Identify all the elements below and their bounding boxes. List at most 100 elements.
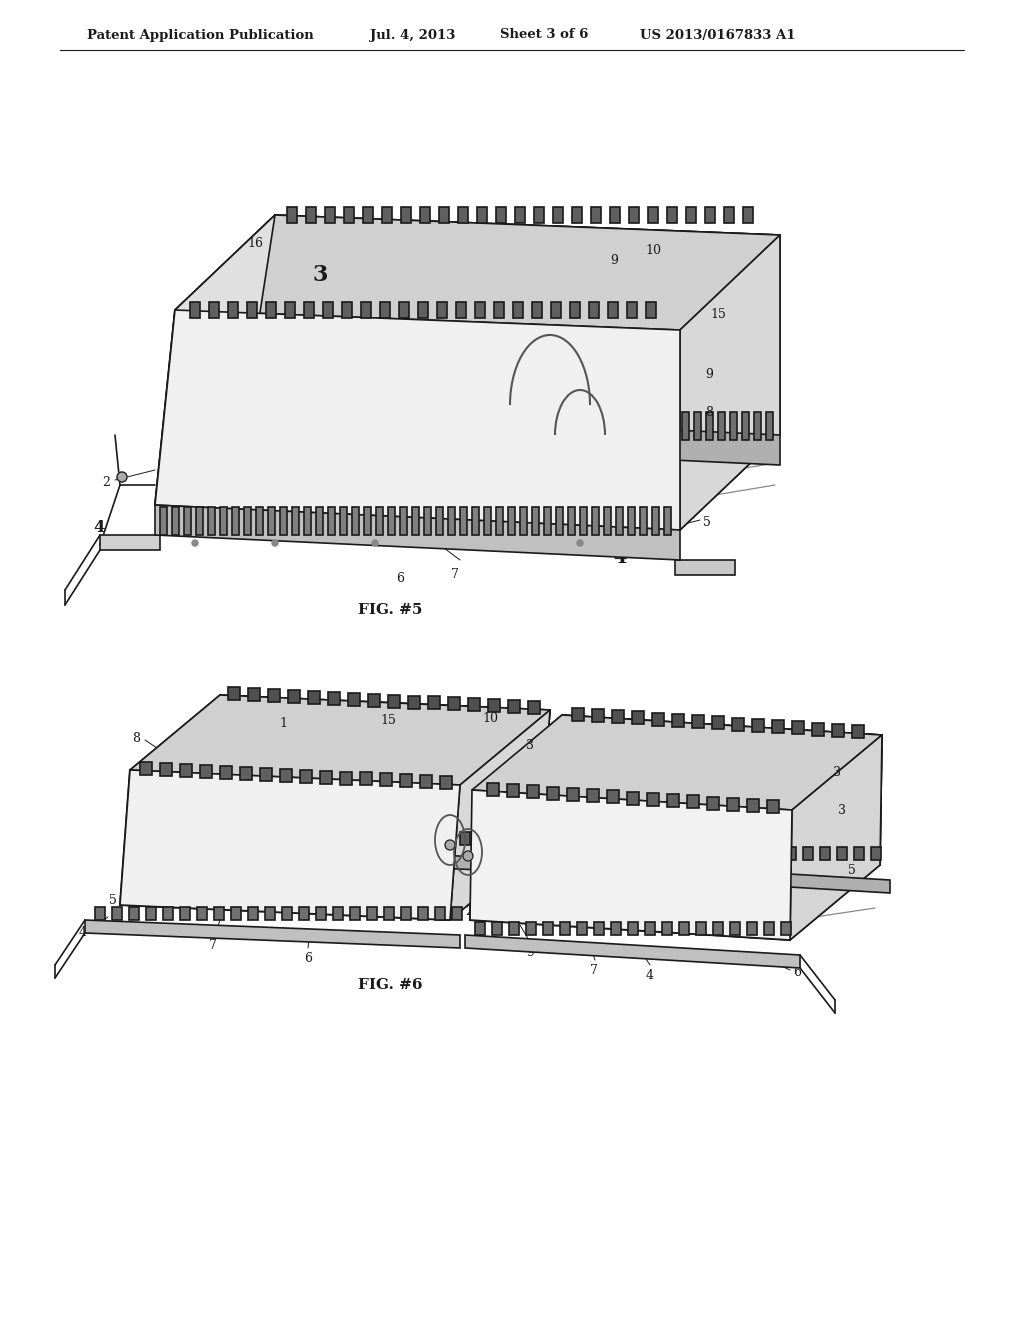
Polygon shape [340, 772, 352, 784]
Text: 9: 9 [705, 368, 713, 381]
Polygon shape [472, 715, 882, 810]
Polygon shape [622, 412, 629, 440]
Polygon shape [285, 302, 295, 318]
Polygon shape [287, 207, 297, 223]
Polygon shape [426, 832, 436, 845]
Polygon shape [766, 412, 773, 440]
Polygon shape [592, 709, 604, 722]
Circle shape [445, 840, 455, 850]
Polygon shape [401, 907, 411, 920]
Polygon shape [95, 907, 105, 920]
Text: 6: 6 [793, 965, 801, 978]
Polygon shape [155, 215, 275, 506]
Text: 8: 8 [705, 405, 713, 418]
Polygon shape [184, 507, 191, 535]
Polygon shape [803, 847, 813, 861]
Polygon shape [180, 907, 190, 920]
Polygon shape [684, 847, 694, 861]
Polygon shape [364, 507, 371, 535]
Polygon shape [667, 207, 677, 223]
Polygon shape [647, 793, 659, 807]
Polygon shape [460, 507, 467, 535]
Polygon shape [599, 847, 609, 861]
Polygon shape [494, 832, 504, 845]
Polygon shape [205, 832, 215, 845]
Polygon shape [120, 770, 460, 920]
Polygon shape [380, 774, 392, 787]
Polygon shape [670, 412, 677, 440]
Polygon shape [594, 921, 604, 935]
Polygon shape [437, 302, 447, 318]
Polygon shape [577, 921, 587, 935]
Polygon shape [256, 507, 263, 535]
Text: 15: 15 [380, 714, 396, 727]
Polygon shape [424, 507, 431, 535]
Text: 2: 2 [465, 906, 473, 917]
Polygon shape [494, 302, 504, 318]
Polygon shape [484, 507, 490, 535]
Polygon shape [163, 907, 173, 920]
Polygon shape [492, 921, 502, 935]
Polygon shape [316, 507, 323, 535]
Polygon shape [341, 832, 351, 845]
Polygon shape [325, 207, 335, 223]
Polygon shape [610, 207, 620, 223]
Text: 1: 1 [279, 717, 287, 730]
Polygon shape [686, 207, 696, 223]
Polygon shape [508, 700, 520, 713]
Polygon shape [370, 412, 377, 440]
Polygon shape [288, 690, 300, 704]
Polygon shape [496, 507, 503, 535]
Polygon shape [488, 700, 500, 713]
Polygon shape [465, 935, 800, 968]
Polygon shape [308, 690, 319, 704]
Polygon shape [544, 507, 551, 535]
Polygon shape [268, 689, 280, 702]
Polygon shape [100, 535, 160, 550]
Polygon shape [316, 907, 326, 920]
Polygon shape [706, 412, 713, 440]
Polygon shape [528, 701, 540, 714]
Polygon shape [248, 907, 258, 920]
Text: FIG. #6: FIG. #6 [357, 978, 422, 993]
Polygon shape [662, 921, 672, 935]
Polygon shape [675, 560, 735, 576]
Polygon shape [380, 302, 390, 318]
Polygon shape [399, 302, 409, 318]
Text: 15: 15 [710, 309, 726, 322]
Polygon shape [273, 832, 283, 845]
Polygon shape [477, 832, 487, 845]
Polygon shape [392, 832, 402, 845]
Polygon shape [718, 412, 725, 440]
Polygon shape [452, 907, 462, 920]
Polygon shape [247, 302, 257, 318]
Polygon shape [752, 847, 762, 861]
Polygon shape [820, 847, 830, 861]
Polygon shape [507, 784, 519, 797]
Polygon shape [244, 507, 251, 535]
Polygon shape [532, 507, 539, 535]
Polygon shape [449, 507, 455, 535]
Polygon shape [420, 207, 430, 223]
Polygon shape [532, 302, 542, 318]
Polygon shape [160, 507, 167, 535]
Polygon shape [240, 767, 252, 780]
Polygon shape [304, 302, 314, 318]
Polygon shape [280, 507, 287, 535]
Polygon shape [418, 412, 425, 440]
Polygon shape [712, 717, 724, 730]
Polygon shape [362, 207, 373, 223]
Polygon shape [232, 507, 239, 535]
Text: Sheet 3 of 6: Sheet 3 of 6 [500, 29, 589, 41]
Polygon shape [210, 696, 550, 845]
Polygon shape [260, 768, 272, 781]
Polygon shape [409, 832, 419, 845]
Polygon shape [752, 719, 764, 731]
Polygon shape [388, 507, 395, 535]
Polygon shape [520, 507, 527, 535]
Polygon shape [526, 412, 534, 440]
Polygon shape [764, 921, 774, 935]
Polygon shape [175, 215, 780, 330]
Polygon shape [466, 412, 473, 440]
Polygon shape [268, 507, 275, 535]
